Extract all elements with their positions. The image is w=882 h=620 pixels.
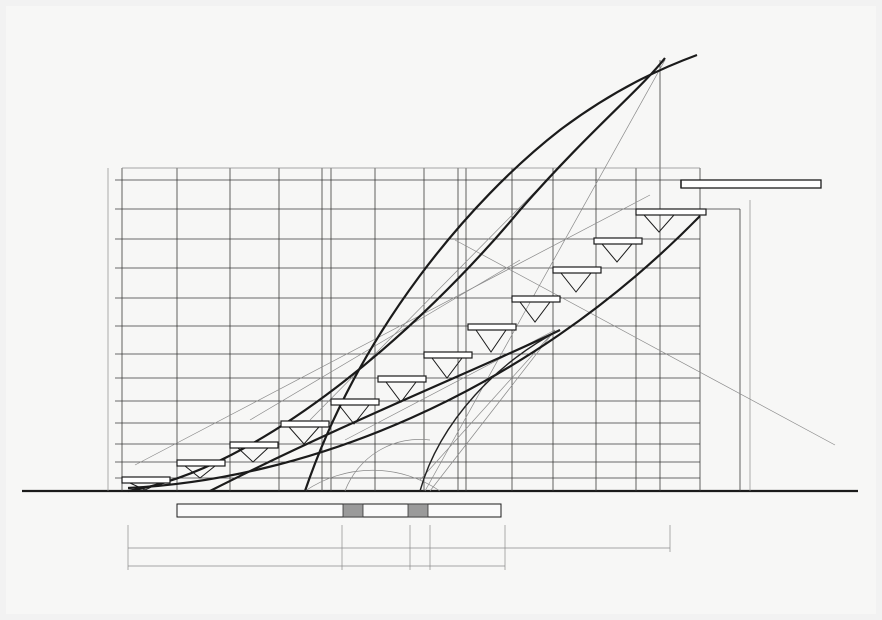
landing-slab <box>680 179 822 189</box>
horizontal-grid <box>115 179 741 491</box>
bottom-dimensions <box>127 525 671 570</box>
construction-lines <box>134 59 836 492</box>
side-dimensions <box>107 168 751 491</box>
vertical-grid <box>121 60 701 491</box>
stair-treads <box>121 208 707 484</box>
stair-stringers <box>127 53 701 493</box>
foundation <box>176 503 502 518</box>
tread-brackets <box>129 214 676 491</box>
